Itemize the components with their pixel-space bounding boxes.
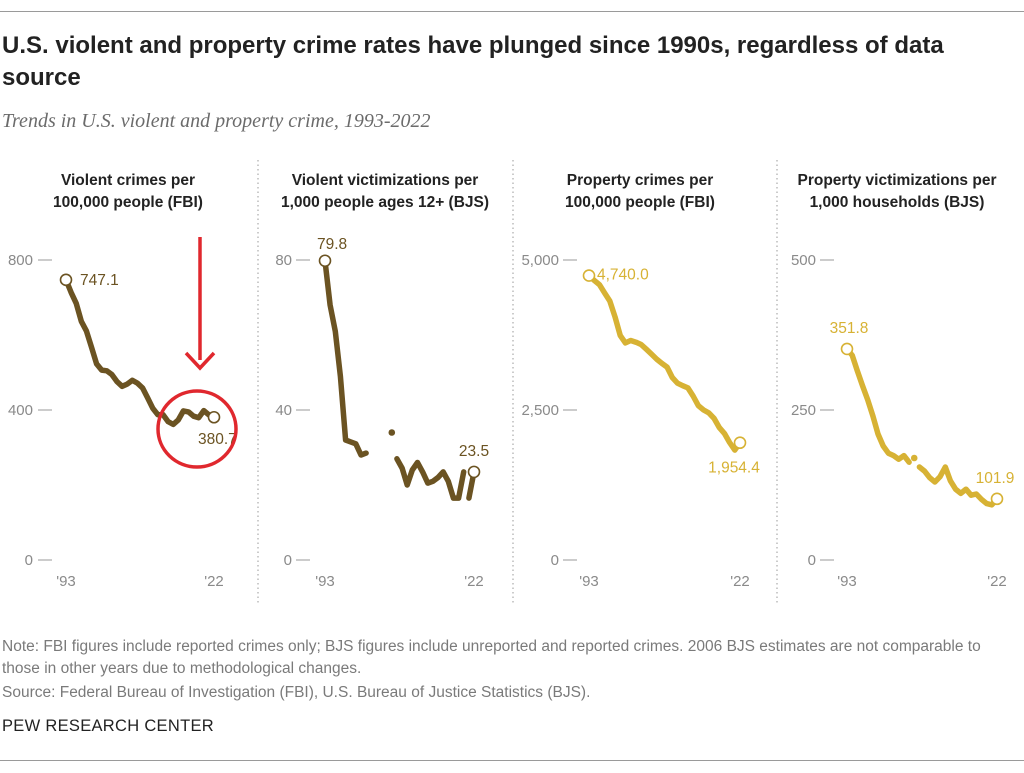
end-value-label: 23.5	[459, 443, 489, 460]
chart-panel-4: Property victimizations per 1,000 househo…	[791, 172, 1014, 590]
series-line	[586, 272, 743, 453]
y-tick-label: 2,500	[521, 402, 559, 419]
y-tick-label: 0	[284, 552, 292, 569]
y-tick-label: 0	[25, 552, 33, 569]
small-multiples-chart: Violent crimes per 100,000 people (FBI) 0 4…	[8, 160, 1014, 603]
x-tick-label-start: '93	[837, 573, 857, 590]
end-value-label: 1,954.4	[708, 460, 760, 477]
annotation-circle	[156, 389, 238, 469]
y-tick-label: 0	[551, 552, 559, 569]
y-tick-label: 0	[808, 552, 816, 569]
x-tick-label-end: '22	[987, 573, 1007, 590]
panel-title-line: Property crimes per	[567, 172, 713, 189]
chart-panel-1: Violent crimes per 100,000 people (FBI) 0 4…	[8, 172, 237, 590]
y-tick-label: 40	[275, 402, 292, 419]
series-line	[322, 258, 369, 458]
chart-source: Source: Federal Bureau of Investigation …	[2, 684, 591, 701]
series-line	[63, 277, 217, 428]
end-point-marker	[207, 410, 221, 424]
x-tick-label-start: '93	[579, 573, 599, 590]
chart-title: U.S. violent and property crime rates ha…	[2, 32, 944, 91]
end-point-marker	[467, 465, 481, 479]
start-point-marker	[318, 254, 332, 268]
annotation-arrow-head	[184, 351, 216, 371]
start-point-marker	[840, 342, 854, 356]
brand-label: PEW RESEARCH CENTER	[2, 717, 214, 735]
y-tick-label: 800	[8, 252, 33, 269]
annotation-highlight	[156, 237, 238, 469]
y-tick-label: 5,000	[521, 252, 559, 269]
top-rule	[0, 11, 1024, 12]
x-tick-label-start: '93	[315, 573, 335, 590]
end-point-marker	[990, 492, 1004, 506]
panel-title-line: 100,000 people (FBI)	[53, 194, 203, 211]
start-value-label: 79.8	[317, 236, 347, 253]
series-line	[394, 456, 467, 501]
chart-note: Note: FBI figures include reported crime…	[2, 638, 981, 677]
series-line	[916, 464, 1000, 508]
series-line	[844, 346, 912, 465]
end-value-label: 380.7	[198, 431, 237, 448]
bottom-rule	[0, 760, 1024, 761]
panel-title-line: 1,000 people ages 12+ (BJS)	[281, 194, 489, 211]
end-value-label: 101.9	[976, 470, 1015, 487]
x-tick-label-end: '22	[464, 573, 484, 590]
start-value-label: 4,740.0	[597, 267, 649, 284]
end-point-marker	[733, 436, 747, 450]
panel-title-line: 100,000 people (FBI)	[565, 194, 715, 211]
x-tick-label-end: '22	[204, 573, 224, 590]
data-point-isolated	[910, 454, 918, 462]
panel-title-line: Violent victimizations per	[292, 172, 479, 189]
y-tick-label: 500	[791, 252, 816, 269]
y-tick-label: 80	[275, 252, 292, 269]
start-point-marker	[59, 273, 73, 287]
chart-panel-3: Property crimes per 100,000 people (FBI) 0…	[521, 172, 760, 590]
start-value-label: 747.1	[80, 272, 119, 289]
y-tick-label: 400	[8, 402, 33, 419]
chart-subtitle: Trends in U.S. violent and property crim…	[2, 110, 431, 132]
panel-title-line: Violent crimes per	[61, 172, 195, 189]
panel-title-line: 1,000 households (BJS)	[810, 194, 985, 211]
y-tick-label: 250	[791, 402, 816, 419]
panel-title-line: Property victimizations per	[798, 172, 997, 189]
chart-panel-2: Violent victimizations per 1,000 people a…	[275, 172, 489, 590]
data-point-isolated	[388, 429, 396, 436]
start-point-marker	[582, 269, 596, 282]
x-tick-label-end: '22	[730, 573, 750, 590]
start-value-label: 351.8	[830, 320, 869, 337]
x-tick-label-start: '93	[56, 573, 76, 590]
